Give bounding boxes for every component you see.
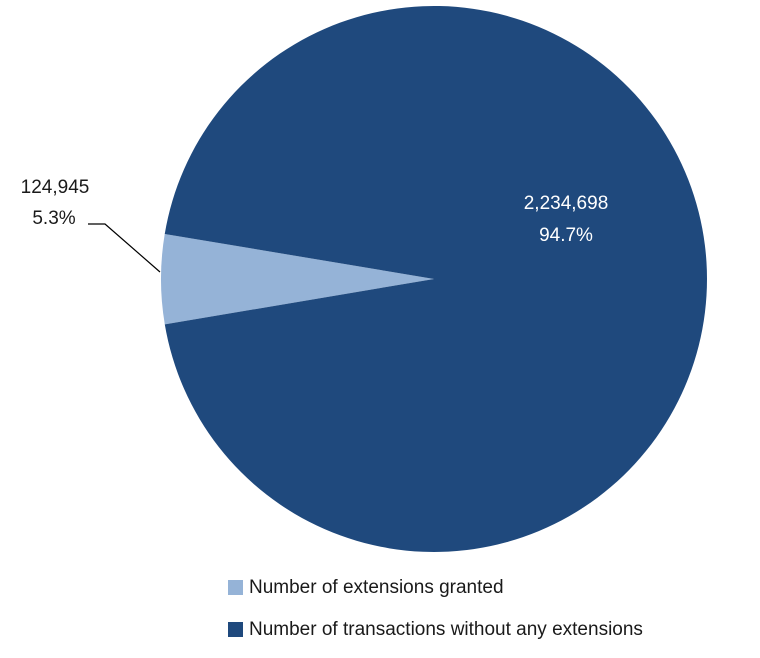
legend-item-transactions-without-extensions: Number of transactions without any exten…: [228, 616, 643, 643]
legend-label-extensions-granted: Number of extensions granted: [249, 576, 504, 598]
pie-slice-0: [160, 233, 434, 325]
data-label-value-extensions-granted: 124,945: [21, 177, 90, 198]
legend-label-transactions-without-extensions: Number of transactions without any exten…: [249, 618, 643, 640]
legend-item-extensions-granted: Number of extensions granted: [228, 574, 643, 601]
pie-labels: 124,945 5.3% 2,234,698 94.7%: [21, 177, 609, 273]
pie-slices: [160, 5, 707, 552]
leader-line-extensions-granted: [88, 223, 161, 273]
legend: Number of extensions granted Number of t…: [228, 574, 643, 658]
data-label-percent-extensions-granted: 5.3%: [32, 208, 75, 229]
data-label-value-transactions-without-extensions: 2,234,698: [524, 193, 609, 214]
pie-slice-1: [164, 5, 707, 552]
data-label-percent-transactions-without-extensions: 94.7%: [539, 225, 593, 246]
legend-swatch-transactions-without-extensions: [228, 622, 243, 637]
legend-swatch-extensions-granted: [228, 580, 243, 595]
